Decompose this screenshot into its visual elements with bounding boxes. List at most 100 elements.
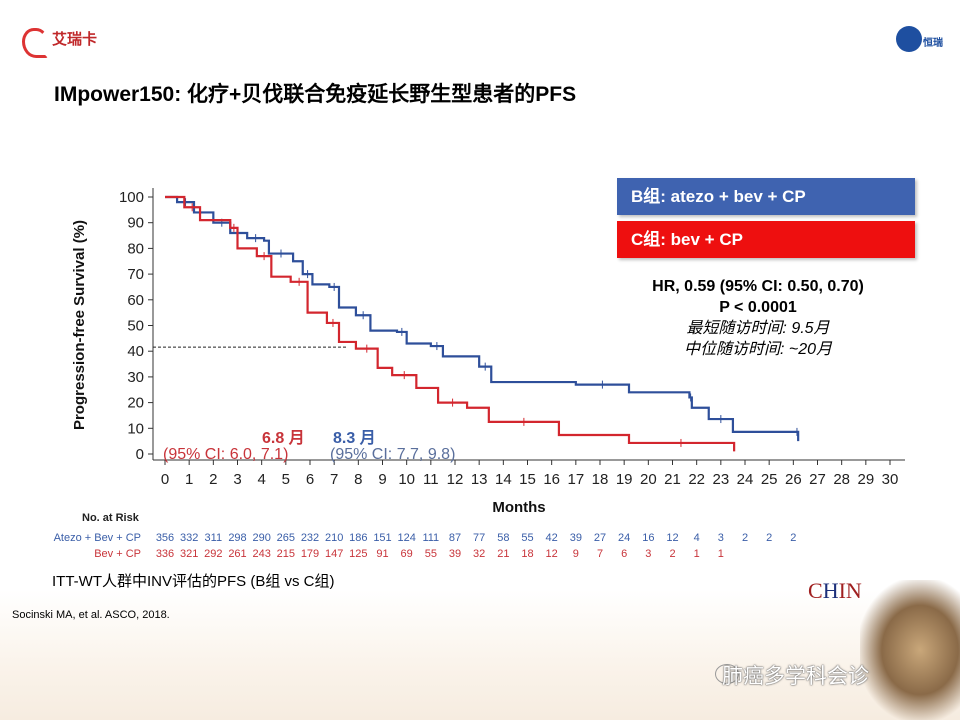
legend-group-c: C组: bev + CP [617,221,915,258]
risk-value: 1 [694,548,700,560]
company-logo-left: 艾瑞卡 [22,24,112,64]
risk-value: 124 [397,532,415,544]
x-axis-label: Months [492,499,545,516]
x-tick-label: 18 [592,471,609,488]
y-tick-label: 80 [127,240,144,257]
risk-value: 290 [252,532,270,544]
risk-row-label: Atezo + Bev + CP [54,532,141,544]
risk-value: 12 [666,532,678,544]
reference: Socinski MA, et al. ASCO, 2018. [12,609,170,621]
risk-value: 69 [401,548,413,560]
risk-value: 261 [228,548,246,560]
y-tick-label: 70 [127,266,144,283]
risk-value: 215 [277,548,295,560]
risk-value: 39 [570,532,582,544]
y-axis-label: Progression-free Survival (%) [71,220,88,430]
x-tick-label: 0 [161,471,169,488]
min-follow-up: 最短随访时间: 9.5月 [686,320,830,337]
x-tick-label: 5 [282,471,290,488]
risk-value: 27 [594,532,606,544]
risk-value: 77 [473,532,485,544]
x-tick-label: 1 [185,471,193,488]
risk-value: 4 [694,532,700,544]
x-tick-label: 6 [306,471,314,488]
y-tick-label: 90 [127,215,144,232]
x-tick-label: 24 [737,471,754,488]
x-tick-label: 10 [398,471,415,488]
slide-background [0,590,960,720]
x-tick-label: 4 [257,471,265,488]
x-tick-label: 29 [857,471,874,488]
legend-label-b: B组: atezo + bev + CP [631,187,806,206]
x-tick-label: 3 [233,471,241,488]
median-follow-up: 中位随访时间: ~20月 [683,341,833,358]
median-c-value: 6.8 月 [262,430,305,447]
y-tick-label: 10 [127,420,144,437]
x-tick-label: 19 [616,471,633,488]
x-tick-label: 21 [664,471,681,488]
risk-value: 298 [228,532,246,544]
y-tick-label: 20 [127,395,144,412]
risk-value: 356 [156,532,174,544]
risk-value: 111 [422,532,439,544]
x-tick-label: 2 [209,471,217,488]
risk-value: 3 [645,548,651,560]
risk-value: 332 [180,532,198,544]
risk-value: 3 [718,532,724,544]
risk-value: 42 [546,532,558,544]
y-tick-label: 60 [127,292,144,309]
risk-value: 87 [449,532,461,544]
risk-value: 179 [301,548,319,560]
risk-value: 6 [621,548,627,560]
company-logo-right: 恒瑞 [896,26,946,52]
wechat-icon [715,664,739,684]
risk-value: 9 [573,548,579,560]
risk-value: 24 [618,532,630,544]
y-tick-label: 0 [136,446,144,463]
median-b-value: 8.3 月 [333,430,376,447]
y-tick-label: 50 [127,318,144,335]
x-tick-label: 22 [688,471,705,488]
legend-label-c: C组: bev + CP [631,230,743,249]
risk-value: 336 [156,548,174,560]
risk-value: 265 [277,532,295,544]
slide-title: IMpower150: 化疗+贝伐联合免疫延长野生型患者的PFS [54,83,577,106]
watermark: 肺癌多学科会诊 [722,665,869,688]
x-tick-label: 8 [354,471,362,488]
risk-value: 12 [546,548,558,560]
x-tick-label: 9 [378,471,386,488]
risk-table-title: No. at Risk [82,512,140,524]
x-tick-label: 26 [785,471,802,488]
risk-value: 2 [766,532,772,544]
risk-row-label: Bev + CP [94,548,141,560]
risk-value: 21 [497,548,509,560]
median-b-ci: (95% CI: 7.7, 9.8) [330,446,456,463]
x-tick-label: 14 [495,471,512,488]
risk-value: 91 [376,548,388,560]
risk-value: 292 [204,548,222,560]
hazard-ratio: HR, 0.59 (95% CI: 0.50, 0.70) [652,278,864,295]
y-tick-label: 30 [127,369,144,386]
risk-value: 210 [325,532,343,544]
risk-value: 1 [718,548,724,560]
x-tick-label: 7 [330,471,338,488]
risk-value: 232 [301,532,319,544]
risk-value: 186 [349,532,367,544]
x-tick-label: 23 [712,471,729,488]
figure-caption: ITT-WT人群中INV评估的PFS (B组 vs C组) [52,573,335,590]
risk-value: 16 [642,532,654,544]
risk-value: 321 [180,548,198,560]
risk-value: 55 [521,532,533,544]
risk-value: 125 [349,548,367,560]
km-curve-bev-cp [165,195,736,452]
median-c-ci: (95% CI: 6.0, 7.1) [163,446,289,463]
x-tick-label: 15 [519,471,536,488]
x-tick-label: 11 [423,471,439,488]
y-tick-label: 40 [127,343,144,360]
risk-value: 151 [373,532,391,544]
risk-value: 243 [252,548,270,560]
x-tick-label: 27 [809,471,826,488]
x-tick-label: 12 [447,471,464,488]
p-value: P < 0.0001 [719,299,797,316]
